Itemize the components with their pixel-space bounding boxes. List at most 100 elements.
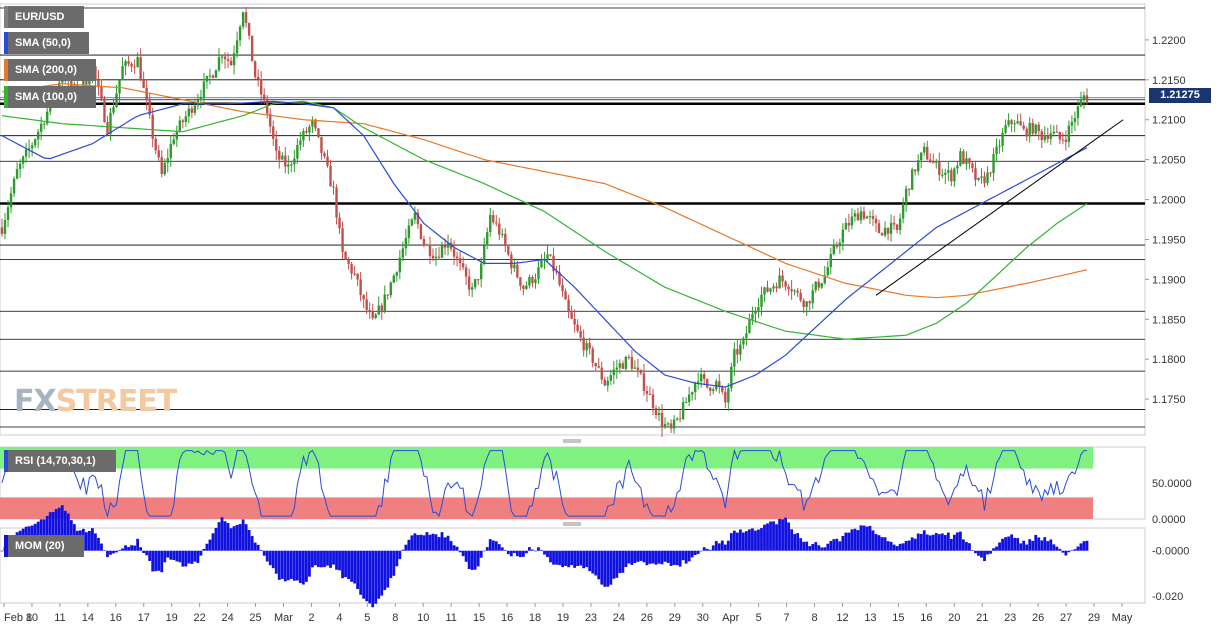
mom-bar xyxy=(612,550,616,579)
candle-body xyxy=(687,394,691,403)
candle-body xyxy=(582,337,585,351)
candle-body xyxy=(642,373,646,392)
mom-bar xyxy=(877,535,881,551)
candle-body xyxy=(184,116,188,123)
mom-bar xyxy=(289,550,293,579)
candle-body xyxy=(507,246,510,255)
candle-body xyxy=(630,357,634,369)
mom-bar xyxy=(811,544,815,551)
candle-body xyxy=(452,248,456,257)
candle-body xyxy=(808,301,811,304)
candle-body xyxy=(989,172,992,174)
mom-bar xyxy=(416,534,420,551)
mom-bar xyxy=(874,534,878,551)
x-tick-label: 20 xyxy=(948,612,960,624)
mom-bar xyxy=(136,538,140,551)
x-tick-label: 16 xyxy=(920,612,932,624)
mom-bar xyxy=(585,550,589,568)
candle-body xyxy=(305,130,308,133)
candle-body xyxy=(766,287,769,292)
candle-body xyxy=(434,256,438,259)
candle-body xyxy=(597,366,600,368)
candle-body xyxy=(395,272,399,276)
mom-bar xyxy=(383,550,387,591)
candle-body xyxy=(775,286,778,289)
mom-bar xyxy=(262,550,266,556)
candle-body xyxy=(856,213,860,221)
candle-body xyxy=(97,78,100,87)
mom-bar xyxy=(106,550,109,558)
mom-bar xyxy=(446,535,450,551)
candle-body xyxy=(681,402,685,420)
mom-bar xyxy=(883,537,887,551)
candle-body xyxy=(1022,125,1025,129)
candle-body xyxy=(157,150,160,158)
candle-body xyxy=(892,222,896,225)
candle-body xyxy=(594,363,597,367)
mom-bar xyxy=(485,547,489,551)
mom-bar xyxy=(91,528,94,551)
mom-bar xyxy=(669,550,673,566)
candle-body xyxy=(877,223,881,234)
candle-body xyxy=(88,78,91,85)
mom-bar xyxy=(971,550,974,551)
x-tick-label: 8 xyxy=(811,612,817,624)
mom-bar xyxy=(193,550,197,562)
mom-bar xyxy=(672,550,676,565)
candle-body xyxy=(992,154,995,173)
mom-bar xyxy=(1043,537,1047,551)
mom-bar xyxy=(1079,543,1083,551)
candle-body xyxy=(926,146,929,160)
mom-bar xyxy=(763,524,766,551)
candle-body xyxy=(841,229,845,243)
mom-bar xyxy=(374,550,378,604)
mom-bar xyxy=(868,525,872,551)
mom-bar xyxy=(946,532,950,551)
candle-body xyxy=(226,59,230,61)
x-tick-label: 4 xyxy=(336,612,342,624)
candle-body xyxy=(868,216,872,218)
candle-body xyxy=(169,143,172,159)
candle-body xyxy=(425,244,429,246)
mom-bar xyxy=(844,532,848,551)
mom-bar xyxy=(45,515,49,551)
mom-bar xyxy=(805,541,809,551)
x-tick-label: 12 xyxy=(836,612,848,624)
mom-bar xyxy=(555,550,558,565)
mom-panel xyxy=(0,527,1146,604)
x-tick-label: 5 xyxy=(364,612,370,624)
mom-bar xyxy=(588,550,592,572)
candle-body xyxy=(341,228,344,252)
candle-body xyxy=(332,186,335,188)
candle-body xyxy=(724,391,727,403)
mom-bar xyxy=(609,550,613,585)
candle-body xyxy=(30,145,34,149)
x-tick-label: 29 xyxy=(669,612,681,624)
candle-body xyxy=(39,123,43,132)
mom-bar xyxy=(124,545,127,551)
mom-bar xyxy=(943,535,947,551)
mom-bar xyxy=(51,511,55,551)
x-tick-label: 11 xyxy=(445,612,456,624)
candle-body xyxy=(621,363,625,369)
candle-body xyxy=(974,168,977,181)
mom-bar xyxy=(600,550,604,585)
candle-body xyxy=(326,156,329,166)
candle-body xyxy=(6,207,10,221)
candle-body xyxy=(151,114,154,139)
candle-body xyxy=(455,256,459,259)
mom-bar xyxy=(1028,539,1032,551)
candle-body xyxy=(392,275,395,283)
mom-bar xyxy=(708,549,712,551)
candle-body xyxy=(805,301,808,307)
mom-bar xyxy=(711,545,715,551)
candle-body xyxy=(886,227,890,234)
candle-body xyxy=(721,387,724,392)
mom-bar xyxy=(500,547,504,551)
mom-bar xyxy=(907,540,911,551)
candle-body xyxy=(1034,124,1037,134)
mom-bar xyxy=(488,539,492,551)
rsi-oversold-zone xyxy=(0,497,1093,519)
candle-body xyxy=(172,139,175,144)
